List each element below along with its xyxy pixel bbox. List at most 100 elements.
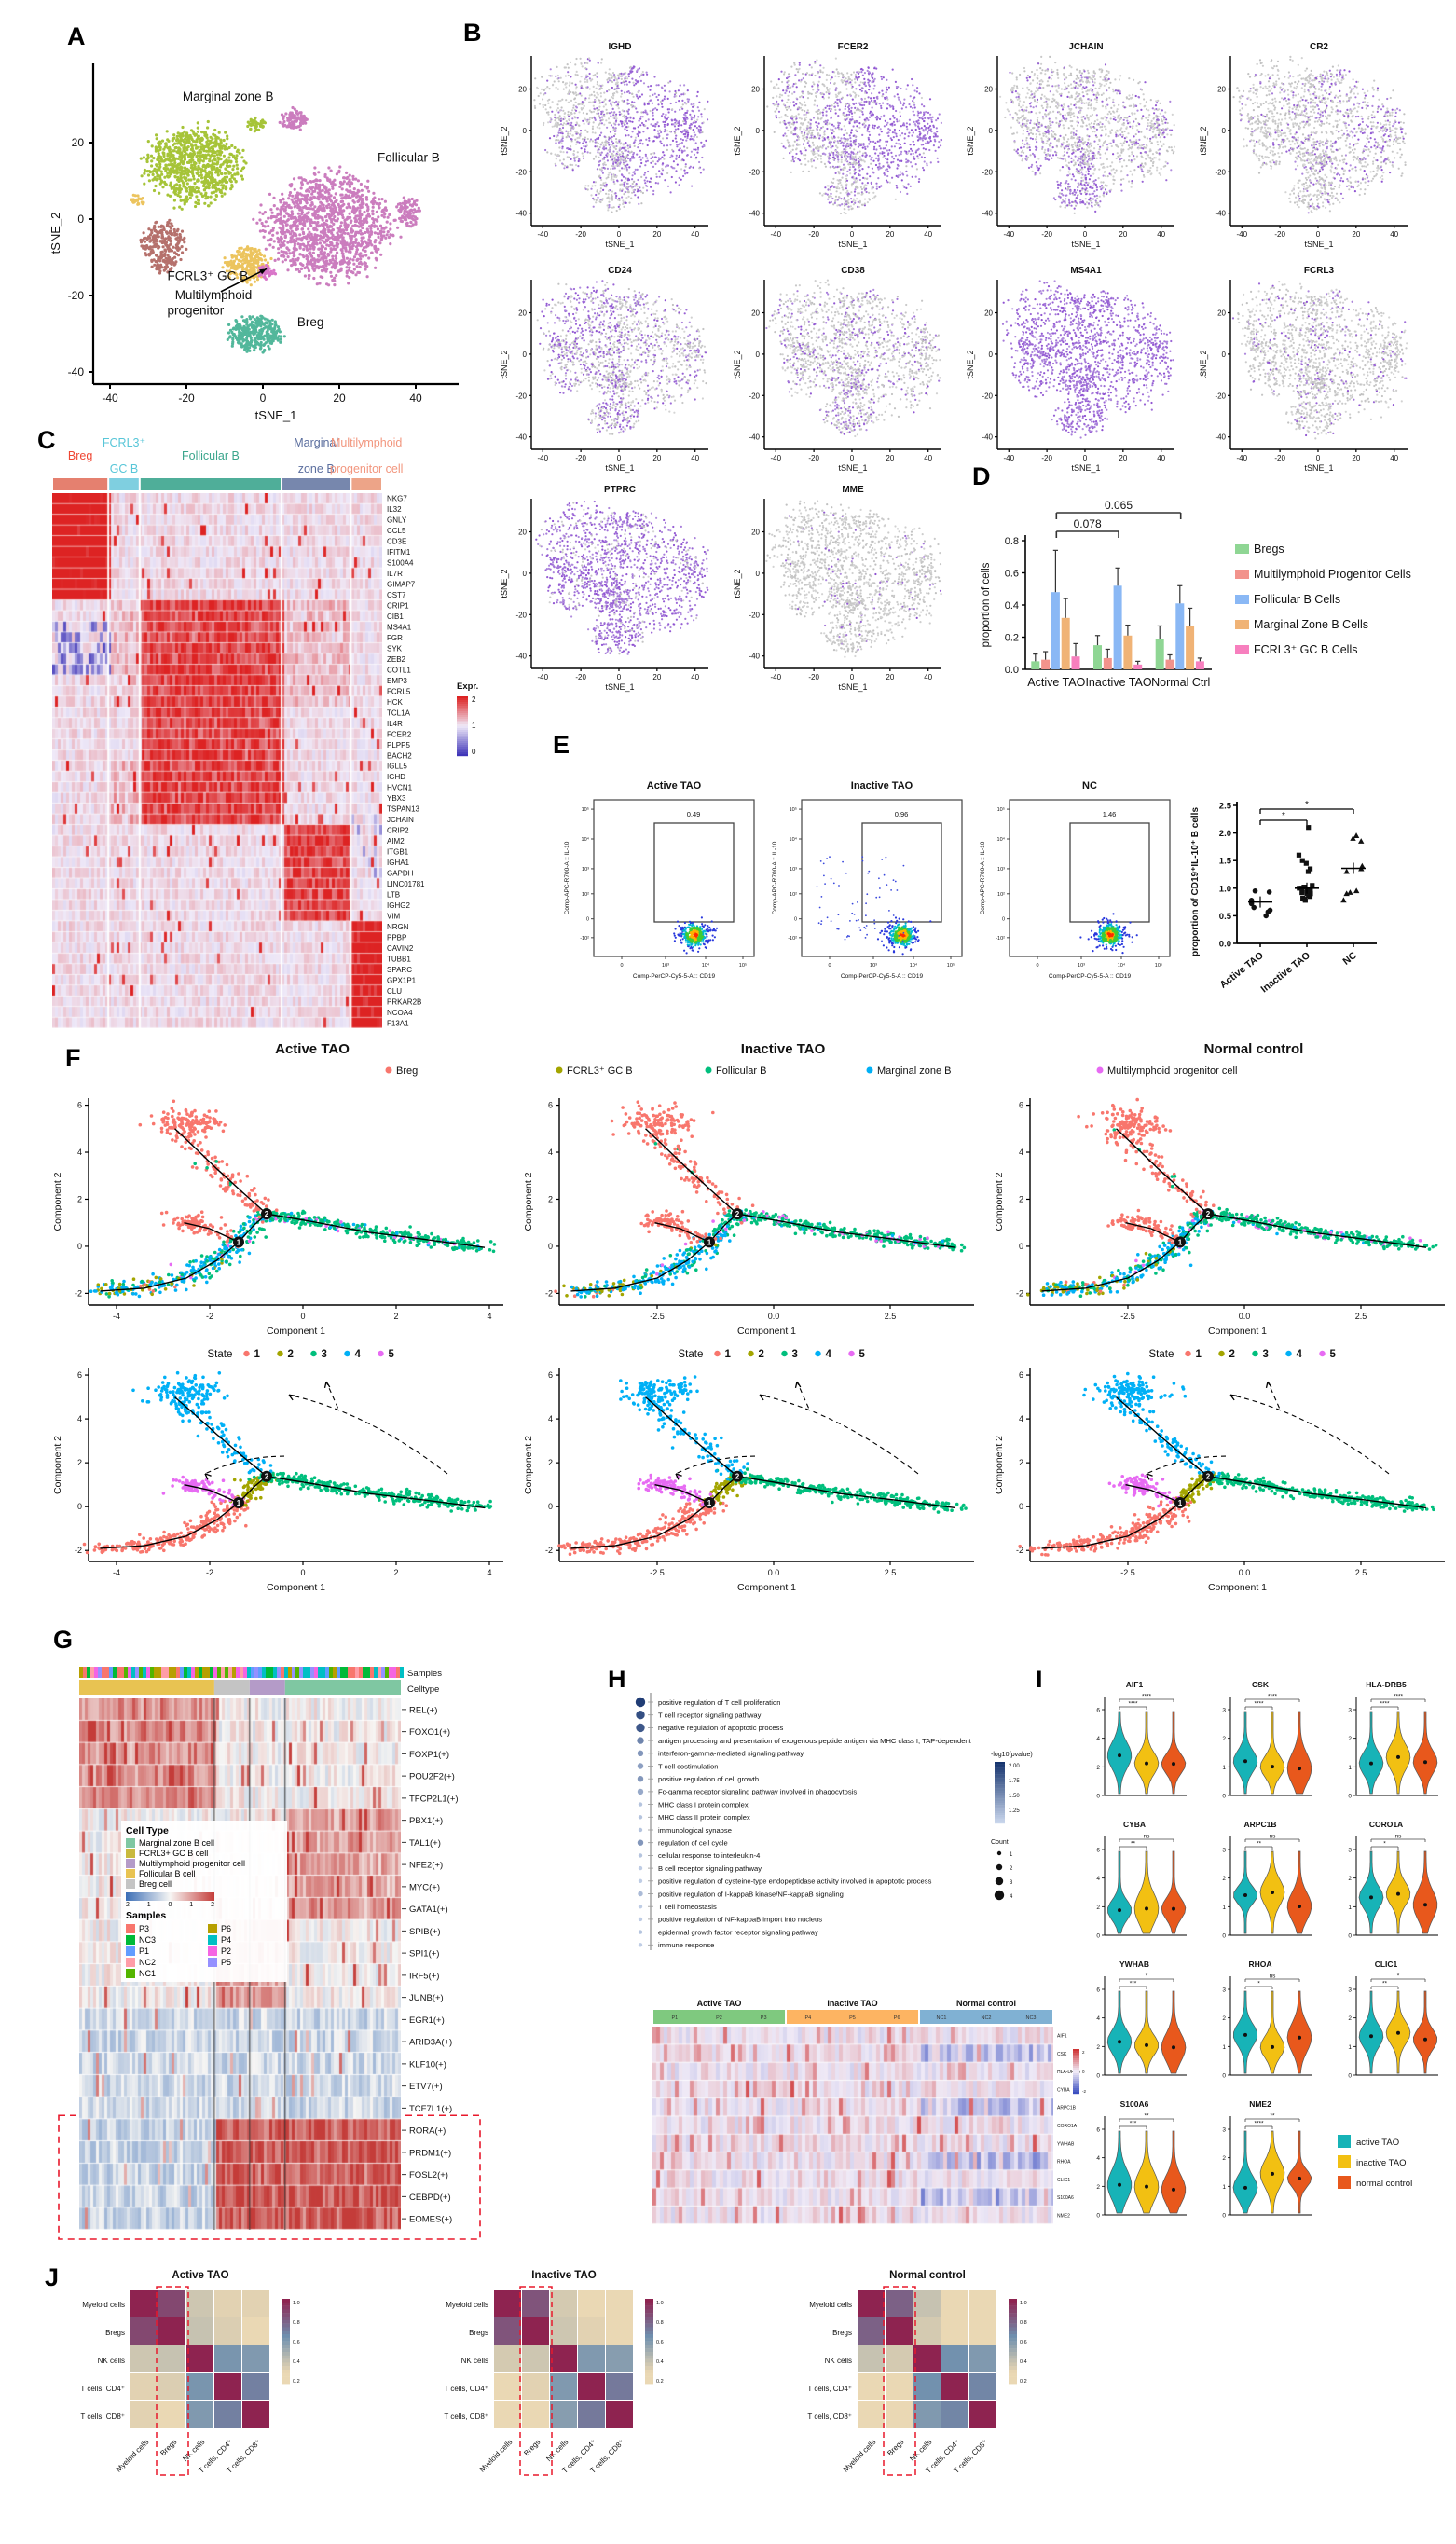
point: [211, 186, 214, 189]
point: [158, 229, 163, 233]
a-x-tick: -40: [102, 392, 118, 405]
point: [670, 119, 674, 122]
point: [701, 131, 704, 134]
point: [579, 80, 582, 83]
point: [640, 202, 643, 205]
point: [611, 86, 613, 89]
point: [631, 182, 634, 186]
point: [570, 76, 572, 78]
point: [826, 119, 829, 122]
point: [322, 236, 325, 240]
point: [197, 174, 201, 178]
point: [554, 116, 556, 118]
point: [813, 83, 816, 86]
point: [351, 205, 355, 209]
point: [652, 93, 654, 96]
point: [266, 318, 269, 322]
point: [683, 169, 686, 172]
point: [209, 201, 213, 205]
point: [595, 193, 598, 197]
point: [174, 145, 178, 150]
point: [284, 112, 288, 116]
point: [284, 205, 288, 209]
point: [210, 179, 213, 184]
point: [562, 109, 565, 112]
point: [382, 234, 386, 238]
point: [597, 112, 600, 115]
point: [832, 131, 835, 133]
point: [551, 110, 554, 113]
point: [678, 154, 681, 157]
point: [411, 223, 415, 227]
point: [656, 98, 660, 102]
point: [561, 126, 565, 130]
point: [597, 88, 599, 90]
point: [605, 177, 608, 180]
point: [349, 196, 352, 199]
point: [689, 113, 692, 116]
point: [599, 184, 602, 186]
point: [614, 147, 617, 151]
point: [180, 179, 184, 183]
point: [600, 151, 603, 154]
point: [592, 101, 595, 103]
point: [166, 193, 170, 197]
point: [555, 75, 557, 77]
point: [655, 175, 658, 178]
point: [639, 95, 641, 98]
point: [620, 179, 623, 182]
point: [598, 117, 601, 119]
point: [187, 155, 191, 159]
point: [596, 137, 598, 140]
point: [604, 185, 607, 187]
point: [206, 173, 211, 177]
point: [324, 238, 328, 241]
point: [382, 211, 386, 214]
point: [164, 267, 168, 270]
point: [684, 132, 687, 135]
point: [610, 96, 613, 99]
point: [345, 188, 349, 192]
point: [625, 126, 628, 129]
point: [645, 138, 648, 141]
point: [668, 90, 671, 93]
point: [193, 165, 197, 169]
point: [814, 99, 817, 102]
point: [363, 217, 366, 221]
point: [604, 163, 607, 166]
point: [642, 131, 645, 133]
point: [680, 151, 684, 154]
point: [320, 268, 323, 272]
point: [169, 268, 172, 271]
point: [203, 164, 208, 168]
point: [252, 264, 255, 268]
point: [269, 341, 274, 345]
point: [627, 125, 630, 128]
point: [567, 71, 570, 74]
point: [538, 103, 542, 105]
point: [350, 270, 353, 274]
point: [627, 108, 630, 111]
point: [268, 273, 271, 277]
point: [650, 161, 652, 164]
point: [210, 145, 213, 150]
point: [399, 235, 403, 239]
a-x-label: tSNE_1: [255, 408, 297, 422]
point: [310, 186, 315, 189]
point: [533, 104, 536, 108]
point: [249, 117, 253, 121]
point: [663, 154, 666, 157]
point: [606, 167, 609, 170]
point: [293, 241, 296, 245]
point: [175, 172, 179, 175]
point: [360, 232, 364, 236]
point: [168, 147, 172, 152]
point: [267, 269, 270, 273]
point: [591, 125, 595, 128]
point: [411, 211, 416, 214]
point: [351, 258, 355, 262]
point: [631, 174, 634, 177]
point: [570, 99, 573, 102]
point: [623, 205, 625, 208]
point: [373, 225, 377, 228]
